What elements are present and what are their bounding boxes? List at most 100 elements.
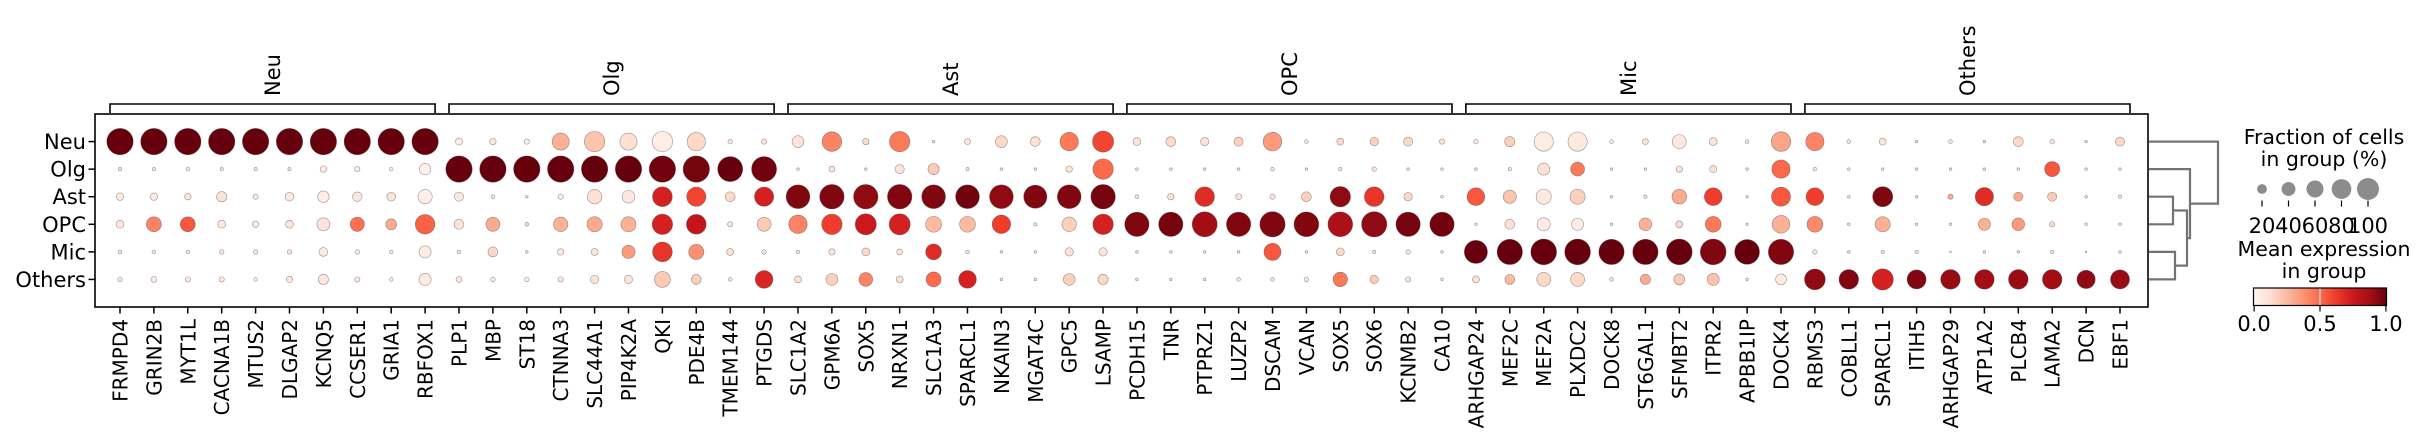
dot: [620, 216, 637, 233]
group-bracket: [1126, 103, 1453, 113]
colorbar-tick-label: 0.5: [2303, 312, 2336, 336]
dot: [1023, 184, 1048, 209]
dot: [1974, 269, 1995, 290]
dot: [1504, 274, 1516, 285]
dot: [1361, 211, 1388, 238]
dot: [1097, 273, 1109, 285]
dot: [1270, 166, 1275, 172]
dot: [343, 128, 371, 156]
dot: [1134, 194, 1140, 199]
dot: [1236, 250, 1241, 254]
dot: [1059, 132, 1079, 152]
dot: [1564, 238, 1591, 266]
dot: [208, 128, 236, 156]
dot: [1405, 276, 1412, 283]
dot: [253, 249, 259, 255]
dot: [756, 217, 772, 232]
dot: [761, 249, 767, 255]
dot: [896, 248, 903, 256]
gene-label: PLXDC2: [1566, 319, 1590, 398]
dot: [1474, 167, 1478, 171]
dot: [317, 190, 330, 203]
gene-label: GPM6A: [820, 319, 844, 391]
dot: [117, 249, 123, 255]
row-label: Ast: [52, 185, 86, 209]
dot: [1771, 215, 1791, 234]
dot: [2118, 222, 2122, 226]
dot: [523, 138, 530, 145]
dot: [2118, 250, 2122, 254]
dot: [1403, 192, 1413, 202]
dot: [1062, 273, 1076, 286]
dot: [965, 249, 970, 255]
gene-label: VCAN: [1295, 319, 1319, 375]
colorbar-tick-label: 0.0: [2237, 312, 2270, 336]
dot: [275, 128, 303, 156]
dot: [1872, 186, 1894, 208]
gene-label: ST18: [515, 319, 539, 369]
dot: [1978, 217, 1991, 231]
dot: [1567, 131, 1588, 152]
dot: [1609, 195, 1614, 199]
dot: [1440, 195, 1444, 199]
dot: [931, 139, 936, 144]
dot: [217, 220, 226, 229]
dot: [115, 192, 125, 201]
plot-frame: [94, 113, 2149, 308]
dot: [389, 166, 394, 172]
dot: [2047, 191, 2058, 202]
dot: [1124, 211, 1150, 237]
dot: [1158, 211, 1184, 237]
dot: [1233, 136, 1244, 147]
dot: [858, 272, 873, 287]
dot: [1135, 167, 1139, 171]
dot: [925, 271, 942, 288]
dot: [553, 216, 569, 232]
dot: [1369, 274, 1379, 284]
gene-label: SOX6: [1363, 319, 1387, 373]
gene-label: DLGAP2: [278, 319, 302, 400]
dot: [1639, 273, 1651, 285]
gene-label: ARHGAP29: [1939, 319, 1963, 428]
dot: [1768, 238, 1794, 265]
dot: [2044, 161, 2061, 177]
dot: [590, 274, 600, 284]
dot: [285, 275, 294, 283]
gene-label: LAMA2: [2041, 319, 2065, 388]
dot: [1336, 247, 1345, 257]
dot: [1200, 137, 1210, 147]
row-label: Olg: [50, 158, 86, 182]
dot: [1638, 217, 1653, 231]
dot: [1440, 167, 1444, 171]
gene-label: ARHGAP24: [1464, 319, 1488, 428]
gene-label: MBP: [481, 319, 505, 362]
dot: [1262, 131, 1283, 152]
gene-label: GRIN2B: [142, 319, 166, 396]
gene-label: PTPRZ1: [1193, 319, 1217, 396]
dot: [2042, 269, 2063, 290]
dot: [1537, 162, 1551, 176]
dot: [1874, 216, 1891, 233]
gene-label: SLC44A1: [583, 319, 607, 409]
dot: [754, 270, 774, 289]
gene-label: ST6GAL1: [1634, 319, 1658, 410]
dot: [140, 128, 168, 156]
dot: [686, 132, 706, 152]
dot: [557, 248, 565, 256]
group-bracket: [109, 103, 436, 113]
dot: [1805, 187, 1825, 206]
dot: [651, 213, 673, 235]
dendrogram-link: [2149, 168, 2192, 240]
dot: [686, 214, 707, 235]
dot: [796, 249, 800, 254]
dot: [1847, 195, 1851, 199]
dot: [965, 167, 970, 172]
dot: [485, 217, 501, 232]
gene-label: PDE4B: [685, 319, 709, 386]
dot: [185, 166, 190, 172]
dot: [2016, 250, 2020, 254]
size-legend-title: Fraction of cells in group (%): [2214, 126, 2419, 170]
dot: [2008, 269, 2029, 290]
dot: [1259, 211, 1286, 238]
gene-label: GRIA1: [380, 319, 404, 381]
